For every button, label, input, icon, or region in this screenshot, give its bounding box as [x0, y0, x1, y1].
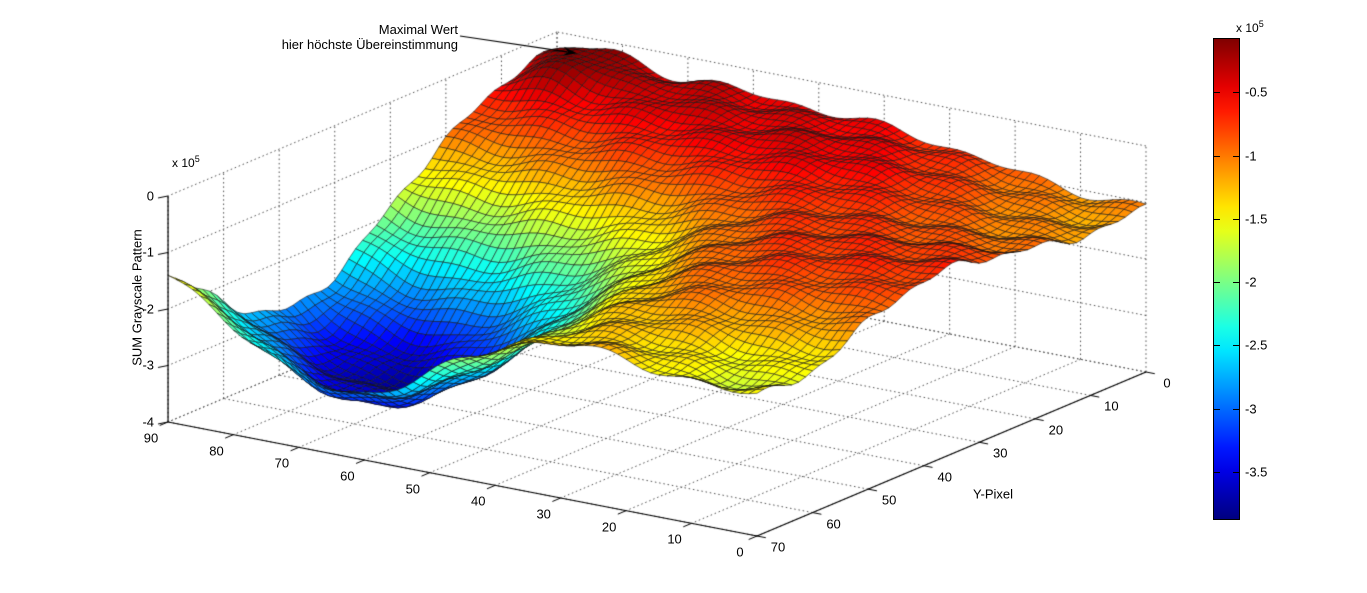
x-tick-label: 40: [471, 493, 486, 509]
colorbar-tick-mark: [1233, 282, 1239, 284]
x-tick-label: 0: [736, 544, 744, 560]
colorbar-tick-mark: [1214, 471, 1220, 473]
z-axis-exponent-base: x 10: [172, 156, 195, 170]
colorbar-tick-mark: [1233, 155, 1239, 157]
y-tick-label: 50: [881, 492, 897, 508]
z-tick-label: -4: [142, 414, 155, 430]
x-tick-label: 30: [536, 506, 551, 522]
colorbar-tick-mark: [1214, 92, 1220, 94]
z-axis-title: SUM Grayscale Pattern: [129, 229, 145, 366]
y-tick-label: 70: [770, 539, 786, 555]
colorbar-tick-label: -3: [1245, 401, 1257, 417]
z-axis-exponent-power: 5: [194, 154, 200, 164]
colorbar-tick-label: -0.5: [1245, 84, 1268, 100]
x-tick-label: 90: [143, 430, 159, 446]
colorbar-tick-mark: [1233, 408, 1239, 410]
x-tick-label: 10: [667, 531, 682, 547]
z-tick-label: -1: [142, 244, 155, 260]
colorbar-exponent-base: x 10: [1236, 21, 1259, 35]
colorbar-tick-label: -1.5: [1245, 211, 1268, 227]
colorbar-tick-mark: [1214, 408, 1220, 410]
colorbar-tick-label: -2: [1245, 274, 1257, 290]
colorbar-exponent: x 105: [1236, 17, 1264, 36]
x-tick-label: 80: [209, 443, 224, 459]
z-tick-label: -2: [142, 301, 155, 317]
colorbar-tick-mark: [1233, 345, 1239, 347]
y-axis-title: Y-Pixel: [973, 486, 1013, 502]
z-tick-label: -3: [142, 357, 155, 373]
y-tick-label: 60: [826, 516, 841, 532]
x-tick-label: 70: [274, 455, 290, 471]
annotation-line2: hier höchste Übereinstimmung: [281, 37, 458, 52]
y-tick-label: 10: [1104, 398, 1119, 414]
colorbar-exponent-power: 5: [1258, 19, 1264, 29]
y-tick-label: 0: [1163, 375, 1171, 391]
x-tick-label: 60: [340, 468, 355, 484]
colorbar-tick-mark: [1214, 282, 1220, 284]
annotation: Maximal Wert hier höchste Übereinstimmun…: [282, 22, 458, 52]
colorbar-tick-label: -2.5: [1245, 337, 1268, 353]
colorbar-tick-label: -1: [1245, 148, 1257, 164]
y-tick-label: 20: [1048, 422, 1064, 438]
colorbar-tick-mark: [1214, 218, 1220, 220]
x-tick-label: 50: [405, 481, 421, 497]
colorbar-tick-mark: [1233, 218, 1239, 220]
y-tick-label: 40: [937, 469, 952, 485]
colorbar: x 105 -0.5 -1 -1.5 -2 -2.5 -3 -3.5: [1213, 19, 1267, 520]
z-axis-exponent: x 105: [172, 152, 200, 171]
colorbar-tick-mark: [1214, 345, 1220, 347]
colorbar-tick-mark: [1233, 92, 1239, 94]
colorbar-tick-mark: [1214, 155, 1220, 157]
z-tick-label: 0: [146, 188, 155, 204]
x-tick-label: 20: [601, 519, 617, 535]
colorbar-gradient: [1213, 38, 1240, 520]
colorbar-tick-label: -3.5: [1245, 464, 1268, 480]
colorbar-tick-mark: [1233, 471, 1239, 473]
y-tick-label: 30: [993, 445, 1008, 461]
annotation-line1: Maximal Wert: [378, 22, 458, 37]
